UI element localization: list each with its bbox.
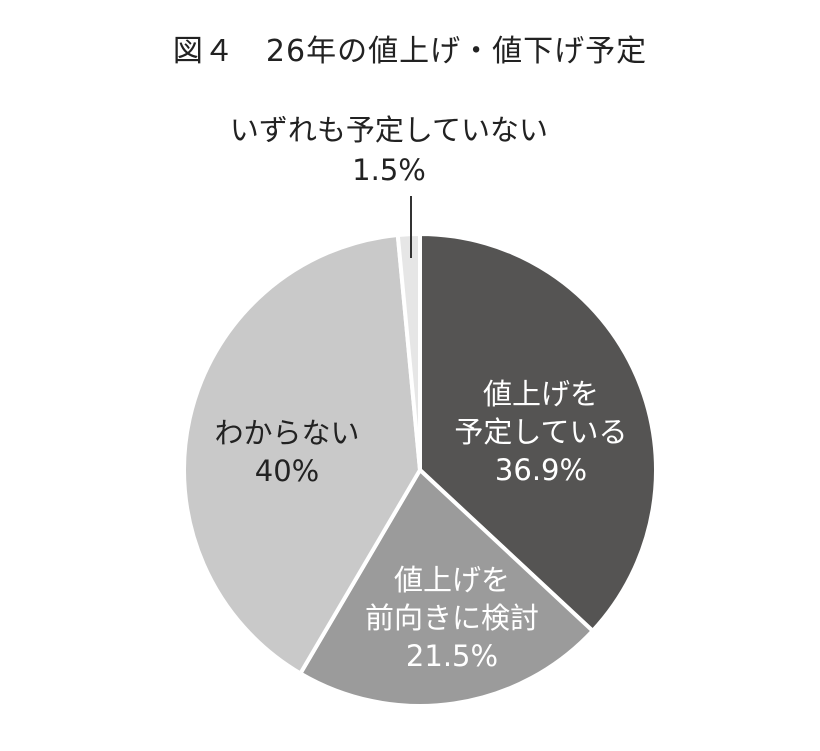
slice-none-planned-value-label: 1.5% (352, 153, 426, 187)
slice-raise-planned-label: 予定している (454, 415, 627, 449)
slice-raise-considering (298, 468, 595, 708)
slice-unknown-value-label: 40% (255, 454, 319, 488)
slice-raise-considering-label: 値上げを (394, 563, 510, 597)
slice-raise-planned-label: 値上げを (483, 377, 599, 411)
slice-raise-planned (418, 232, 659, 633)
slice-unknown-label: わからない (214, 416, 359, 450)
slice-raise-planned-value-label: 36.9% (495, 453, 587, 487)
slice-none-planned (395, 232, 422, 472)
chart-title: 図４ 26年の値上げ・値下げ予定 (172, 34, 648, 69)
slice-none-planned-label: いずれも予定していない (230, 113, 548, 147)
slice-raise-considering-value-label: 21.5% (406, 639, 498, 673)
slice-unknown (182, 233, 422, 676)
slice-raise-considering-label: 前向きに検討 (365, 601, 539, 635)
